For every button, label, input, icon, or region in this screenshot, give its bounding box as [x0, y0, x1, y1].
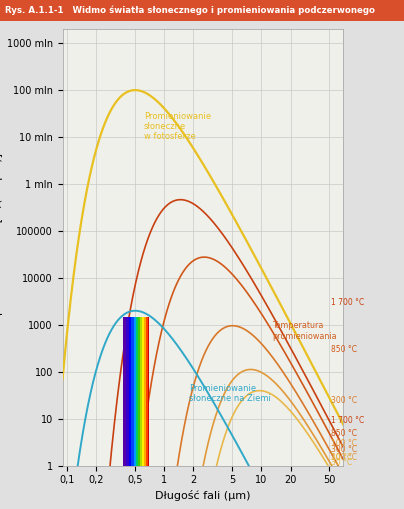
- Text: 30 °C: 30 °C: [331, 458, 352, 467]
- Text: 850 °C: 850 °C: [331, 345, 357, 354]
- Y-axis label: Moc promieniowania [W/(m²·μm)]: Moc promieniowania [W/(m²·μm)]: [0, 153, 2, 342]
- Text: 100 °C: 100 °C: [331, 439, 357, 448]
- Text: 1 700 °C: 1 700 °C: [331, 416, 364, 425]
- Text: 1 700 °C: 1 700 °C: [331, 298, 364, 307]
- Text: Promieniowanie
słoneczne
w fotosferze: Promieniowanie słoneczne w fotosferze: [144, 111, 211, 142]
- Text: 300 °C: 300 °C: [331, 395, 357, 405]
- X-axis label: Długość fali (μm): Długość fali (μm): [155, 490, 251, 501]
- Text: 300 °C: 300 °C: [331, 445, 357, 454]
- Text: 100 °C: 100 °C: [331, 453, 357, 462]
- Text: Rys. A.1.1-1   Widmo światła słonecznego i promieniowania podczerwonego: Rys. A.1.1-1 Widmo światła słonecznego i…: [5, 6, 375, 15]
- Text: Promieniowanie
słoneczne na Ziemi: Promieniowanie słoneczne na Ziemi: [189, 384, 271, 404]
- Text: Temperatura
promieniowania: Temperatura promieniowania: [272, 321, 337, 341]
- Text: 850 °C: 850 °C: [331, 429, 357, 438]
- Text: 30 °C: 30 °C: [331, 453, 352, 462]
